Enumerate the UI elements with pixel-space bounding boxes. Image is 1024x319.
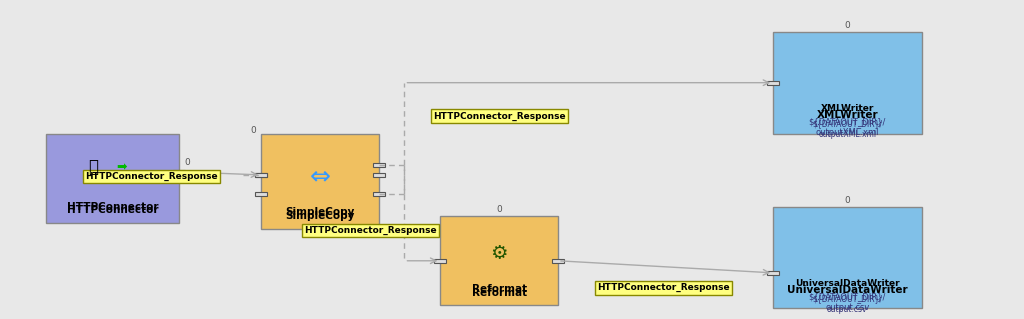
Text: HTTPConnector: HTTPConnector [67, 202, 159, 211]
Text: 🌐: 🌐 [88, 159, 97, 176]
Text: HTTPConnector_Response: HTTPConnector_Response [433, 112, 566, 121]
FancyBboxPatch shape [773, 32, 922, 134]
FancyBboxPatch shape [767, 271, 779, 275]
Text: ➡: ➡ [116, 161, 127, 174]
FancyBboxPatch shape [255, 173, 267, 177]
Text: 0: 0 [845, 21, 850, 30]
Text: XMLWriter: XMLWriter [820, 104, 874, 113]
FancyBboxPatch shape [440, 216, 558, 305]
FancyBboxPatch shape [767, 81, 779, 85]
Text: UniversalDataWriter: UniversalDataWriter [795, 278, 900, 287]
Text: 0: 0 [497, 205, 502, 214]
FancyBboxPatch shape [773, 207, 922, 308]
Text: ${DATAOUT_DIR}/
output.csv: ${DATAOUT_DIR}/ output.csv [812, 294, 883, 314]
Text: Reformat: Reformat [472, 288, 526, 298]
Text: Reformat: Reformat [472, 284, 526, 294]
FancyBboxPatch shape [261, 134, 379, 229]
Text: ${DATAOUT_DIR}/
outputXML.xml: ${DATAOUT_DIR}/ outputXML.xml [812, 119, 883, 139]
FancyBboxPatch shape [173, 170, 185, 174]
Text: HTTPConnector_Response: HTTPConnector_Response [597, 283, 730, 293]
FancyBboxPatch shape [434, 259, 446, 263]
Text: XMLWriter: XMLWriter [816, 110, 879, 120]
FancyBboxPatch shape [373, 163, 385, 167]
Text: ${DATAOUT_DIR}/
outputXML.xml: ${DATAOUT_DIR}/ outputXML.xml [809, 117, 886, 137]
FancyBboxPatch shape [373, 173, 385, 177]
FancyBboxPatch shape [373, 192, 385, 196]
FancyBboxPatch shape [46, 134, 179, 223]
FancyBboxPatch shape [552, 259, 564, 263]
FancyBboxPatch shape [255, 173, 267, 177]
Text: HTTPConnector: HTTPConnector [67, 205, 159, 215]
Text: 0: 0 [845, 196, 850, 205]
Text: ⇔: ⇔ [309, 165, 331, 189]
Text: ${DATAOUT_DIR}/
output.csv: ${DATAOUT_DIR}/ output.csv [809, 293, 886, 312]
FancyBboxPatch shape [255, 192, 267, 196]
Text: UniversalDataWriter: UniversalDataWriter [787, 285, 907, 295]
Text: 0: 0 [250, 126, 256, 135]
Text: SimpleCopy: SimpleCopy [286, 207, 354, 217]
Text: HTTPConnector_Response: HTTPConnector_Response [304, 226, 437, 235]
Text: ⚙: ⚙ [490, 244, 508, 263]
Text: HTTPConnector_Response: HTTPConnector_Response [85, 172, 218, 181]
Text: 0: 0 [184, 158, 190, 167]
Text: SimpleCopy: SimpleCopy [286, 211, 354, 221]
